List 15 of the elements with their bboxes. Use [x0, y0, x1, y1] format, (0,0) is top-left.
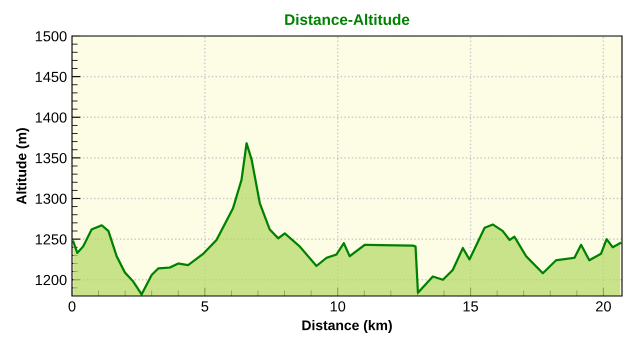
y-tick-label: 1400	[36, 112, 67, 123]
x-tick-label: 15	[464, 301, 478, 312]
y-tick-label: 1300	[36, 194, 67, 204]
y-tick-label: 1350	[36, 152, 67, 164]
x-tick-label: 0	[68, 301, 76, 312]
y-tick-label: 1500	[36, 31, 67, 42]
y-tick-label: 1200	[36, 274, 67, 286]
chart-title: Distance-Altitude	[285, 14, 410, 26]
x-tick-label: 20	[596, 301, 611, 312]
x-axis-title: Distance (km)	[302, 320, 392, 333]
x-tick-label: 5	[201, 301, 208, 312]
y-axis-title: Altitude (m)	[16, 128, 30, 204]
x-tick-label: 10	[330, 301, 346, 312]
y-tick-label: 1250	[36, 234, 67, 245]
y-tick-label: 1450	[36, 72, 67, 82]
